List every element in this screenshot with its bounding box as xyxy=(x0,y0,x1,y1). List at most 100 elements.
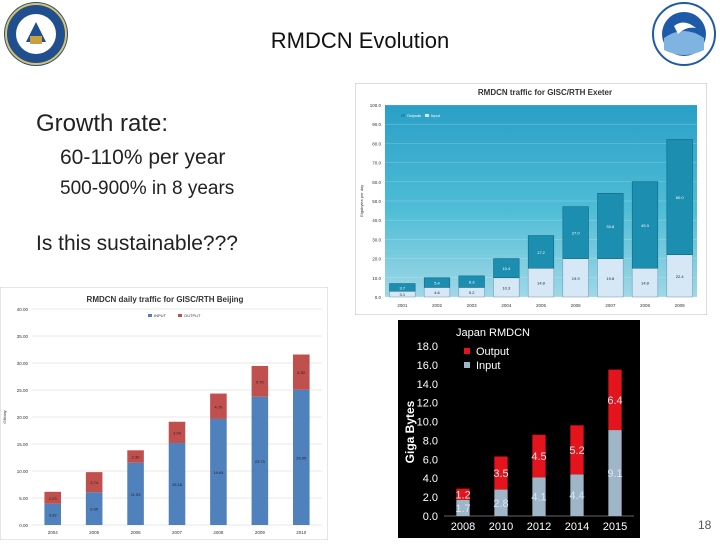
exeter-bar-input xyxy=(597,258,624,298)
japan-input-label: 4.4 xyxy=(569,490,584,502)
exeter-output-label: 6.3 xyxy=(469,280,475,285)
japan-input-label: 9.1 xyxy=(607,468,622,480)
exeter-xtick: 2005 xyxy=(536,303,547,308)
japan-legend-swatch-input xyxy=(464,362,470,368)
exeter-xtick: 2006 xyxy=(571,303,582,308)
beijing-bar-input xyxy=(127,462,144,525)
exeter-ytick: 50.0 xyxy=(372,199,381,204)
japan-bar-input xyxy=(570,474,584,516)
japan-xtick: 2015 xyxy=(603,521,627,533)
japan-bar-output xyxy=(532,434,546,478)
japan-output-label: 5.2 xyxy=(569,445,584,457)
exeter-legend-outputs: Outputs xyxy=(407,113,421,118)
japan-input-label: 4.1 xyxy=(531,492,546,504)
beijing-legend-output: OUTPUT xyxy=(184,313,201,318)
beijing-xtick: 2010 xyxy=(296,530,307,535)
exeter-input-label: 14.8 xyxy=(641,281,650,286)
japan-bar-output xyxy=(456,488,470,500)
japan-bar-input xyxy=(608,430,622,516)
beijing-xtick: 2005 xyxy=(89,530,100,535)
exeter-input-label: 3.1 xyxy=(400,292,406,297)
exeter-title: RMDCN traffic for GISC/RTH Exeter xyxy=(478,88,612,97)
japan-title: Japan RMDCN xyxy=(456,327,530,339)
exeter-ytick: 80.0 xyxy=(372,141,381,146)
slide-title: RMDCN Evolution xyxy=(270,28,450,53)
japan-bar-output xyxy=(570,425,584,475)
exeter-bar-output xyxy=(527,235,555,269)
beijing-input-label: 6.05 xyxy=(90,507,99,512)
japan-bar-output xyxy=(494,456,508,490)
exeter-ylabel: Gigabytes per day xyxy=(359,185,364,217)
exeter-input-label: 19.8 xyxy=(606,276,615,281)
exeter-xtick: 2008 xyxy=(640,303,651,308)
exeter-legend-input: Input xyxy=(431,113,441,118)
beijing-ytick: 35.00 xyxy=(17,334,29,339)
beijing-title: RMDCN daily traffic for GISC/RTH Beijing xyxy=(87,295,244,304)
exeter-output-label: 10.4 xyxy=(502,266,511,271)
exeter-ytick: 90.0 xyxy=(372,122,381,127)
beijing-legend-swatch-input xyxy=(148,314,152,317)
growth-rate-yearly: 60-110% per year xyxy=(60,146,226,169)
exeter-bar-input xyxy=(666,254,693,298)
exeter-bar-input xyxy=(631,267,659,298)
exeter-bar-output xyxy=(562,206,589,259)
exeter-ytick: 0.0 xyxy=(375,295,382,300)
beijing-bar-output xyxy=(168,421,186,444)
beijing-input-label: 25.05 xyxy=(296,455,307,460)
exeter-bar-output xyxy=(493,258,520,279)
beijing-legend-swatch-output xyxy=(178,314,182,317)
japan-ytick: 14.0 xyxy=(417,379,438,391)
beijing-xtick: 2009 xyxy=(255,530,266,535)
beijing-ytick: 40.00 xyxy=(17,307,29,312)
exeter-ytick: 70.0 xyxy=(372,161,381,166)
exeter-bar-output xyxy=(666,139,693,256)
exeter-input-label: 19.9 xyxy=(572,276,581,281)
japan-ytick: 2.0 xyxy=(423,492,438,504)
beijing-bar-output xyxy=(293,354,310,390)
beijing-xtick: 2006 xyxy=(131,530,142,535)
beijing-input-label: 11.53 xyxy=(131,492,141,497)
exeter-input-label: 5.2 xyxy=(469,290,475,295)
beijing-bar-input xyxy=(293,389,310,525)
beijing-bar-output xyxy=(210,393,227,419)
exeter-ytick: 40.0 xyxy=(372,218,381,223)
beijing-bar-output xyxy=(251,365,269,397)
japan-xtick: 2012 xyxy=(527,521,551,533)
beijing-output-label: 3.94 xyxy=(173,430,182,435)
exeter-input-label: 22.4 xyxy=(676,274,685,279)
beijing-bar-output xyxy=(127,450,144,463)
beijing-output-label: 4.70 xyxy=(215,404,224,409)
exeter-output-label: 27.0 xyxy=(572,231,581,236)
beijing-ytick: 20.00 xyxy=(17,415,29,420)
exeter-xtick: 2001 xyxy=(397,303,408,308)
beijing-input-label: 19.64 xyxy=(213,470,224,475)
japan-legend-output: Output xyxy=(476,346,509,358)
japan-xtick: 2014 xyxy=(565,521,589,533)
exeter-output-label: 3.7 xyxy=(400,285,406,290)
department-of-commerce-seal xyxy=(4,2,68,66)
exeter-ytick: 30.0 xyxy=(372,237,381,242)
exeter-output-label: 17.2 xyxy=(537,250,546,255)
beijing-ytick: 10.00 xyxy=(17,469,29,474)
exeter-legend-swatch-input xyxy=(425,114,429,117)
sustainability-question: Is this sustainable??? xyxy=(36,232,238,255)
japan-input-label: 2.8 xyxy=(493,498,508,510)
exeter-ytick: 20.0 xyxy=(372,257,381,262)
japan-ytick: 4.0 xyxy=(423,473,438,485)
beijing-xtick: 2008 xyxy=(213,530,224,535)
beijing-output-label: 3.74 xyxy=(90,480,99,485)
japan-xtick: 2008 xyxy=(451,521,475,533)
exeter-xtick: 2009 xyxy=(675,303,686,308)
japan-ytick: 18.0 xyxy=(417,341,438,353)
japan-bar-input xyxy=(494,489,508,516)
beijing-ytick: 25.00 xyxy=(17,388,29,393)
beijing-bar-output xyxy=(85,472,103,493)
exeter-bar-output xyxy=(389,283,416,292)
exeter-chart-svg: RMDCN traffic for GISC/RTH Exeter Gigabyt… xyxy=(354,82,708,316)
japan-ytick: 0.0 xyxy=(423,511,438,523)
exeter-bar-output xyxy=(423,277,451,288)
beijing-bar-input xyxy=(168,443,186,525)
beijing-ytick: 5.00 xyxy=(19,496,28,501)
exeter-ytick: 60.0 xyxy=(372,180,381,185)
beijing-xtick: 2007 xyxy=(172,530,183,535)
